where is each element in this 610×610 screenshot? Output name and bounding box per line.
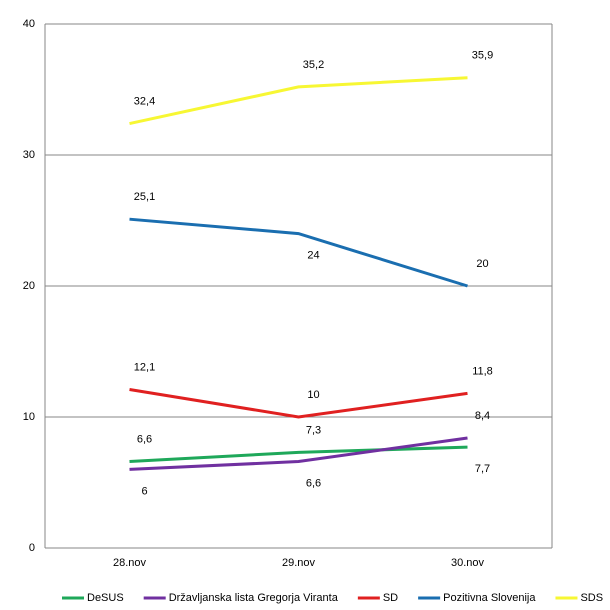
y-tick-label: 30 — [23, 149, 35, 161]
legend-label: SDS — [580, 592, 603, 604]
data-label: 24 — [307, 250, 319, 262]
data-label: 6,6 — [137, 433, 152, 445]
data-label: 25,1 — [134, 191, 155, 203]
data-label: 32,4 — [134, 95, 155, 107]
y-tick-label: 10 — [23, 411, 35, 423]
legend-label: SD — [383, 592, 398, 604]
series-line — [129, 445, 468, 464]
data-label: 11,8 — [472, 365, 493, 377]
x-tick-label: 28.nov — [113, 557, 147, 569]
y-tick-label: 0 — [29, 542, 35, 554]
data-label: 12,1 — [134, 361, 155, 373]
data-label: 20 — [476, 258, 488, 270]
legend-label: Državljanska lista Gregorja Viranta — [169, 592, 339, 604]
legend-label: Pozitivna Slovenija — [443, 592, 536, 604]
series-line — [129, 388, 468, 419]
series-line — [129, 76, 468, 126]
data-label: 10 — [307, 389, 319, 401]
data-label: 7,3 — [306, 424, 321, 436]
y-tick-label: 20 — [23, 280, 35, 292]
series-line — [129, 217, 468, 288]
data-label: 6 — [141, 485, 147, 497]
x-tick-label: 30.nov — [451, 557, 485, 569]
data-label: 35,2 — [303, 59, 324, 71]
y-tick-label: 40 — [23, 18, 35, 30]
data-label: 35,9 — [472, 50, 493, 62]
data-label: 7,7 — [475, 463, 490, 475]
series-line — [129, 436, 468, 471]
x-tick-label: 29.nov — [282, 557, 316, 569]
legend-label: DeSUS — [87, 592, 124, 604]
data-label: 6,6 — [306, 477, 321, 489]
data-label: 8,4 — [475, 410, 490, 422]
